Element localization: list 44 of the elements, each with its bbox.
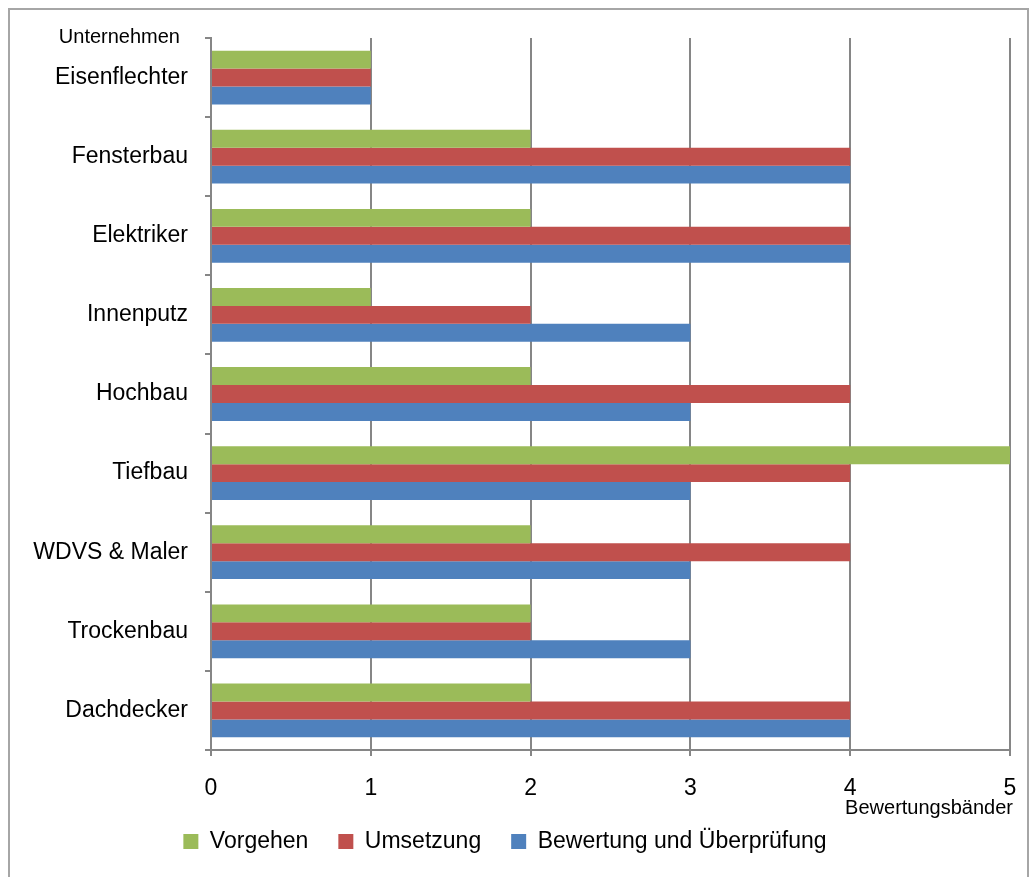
y-tick-label: Tiefbau [112, 458, 188, 485]
y-tick-label: Elektriker [92, 221, 189, 248]
bar [212, 385, 851, 403]
legend-label: Vorgehen [209, 826, 309, 853]
bar [212, 561, 691, 580]
x-tick-label: 2 [524, 774, 537, 801]
bar [212, 323, 691, 342]
bar [212, 305, 531, 324]
legend-label: Umsetzung [364, 826, 482, 853]
x-tick-label: 3 [684, 774, 697, 801]
bar [212, 701, 851, 720]
bar [212, 129, 531, 148]
bar [212, 464, 851, 483]
y-axis-title: Unternehmen [58, 24, 180, 47]
bar [212, 719, 851, 738]
legend-label: Bewertung und Überprüfung [537, 826, 827, 853]
bar [212, 482, 691, 501]
bar [212, 622, 531, 641]
bar [212, 226, 851, 245]
y-tick-label: Trockenbau [67, 616, 188, 643]
bar [212, 287, 371, 306]
bar [212, 640, 691, 659]
bar [212, 50, 371, 69]
bar [212, 446, 1010, 465]
bar [212, 367, 531, 386]
bar [212, 402, 691, 421]
y-tick-label: Hochbau [95, 379, 188, 406]
bar [212, 604, 531, 623]
x-tick-label: 0 [204, 774, 218, 801]
y-tick-label: Fensterbau [71, 142, 188, 169]
bar [212, 68, 371, 87]
bar [212, 543, 851, 562]
y-tick-label: Dachdecker [65, 695, 189, 722]
y-tick-label: Eisenflechter [55, 62, 189, 89]
bar [212, 165, 851, 184]
bar [212, 683, 531, 702]
y-tick-label: WDVS & Maler [33, 537, 189, 564]
bar [212, 86, 371, 105]
bar [212, 208, 531, 227]
bar [212, 525, 531, 544]
x-tick-label: 1 [364, 774, 378, 801]
bar [212, 147, 851, 166]
bar [212, 244, 851, 263]
y-tick-label: Innenputz [86, 300, 188, 327]
